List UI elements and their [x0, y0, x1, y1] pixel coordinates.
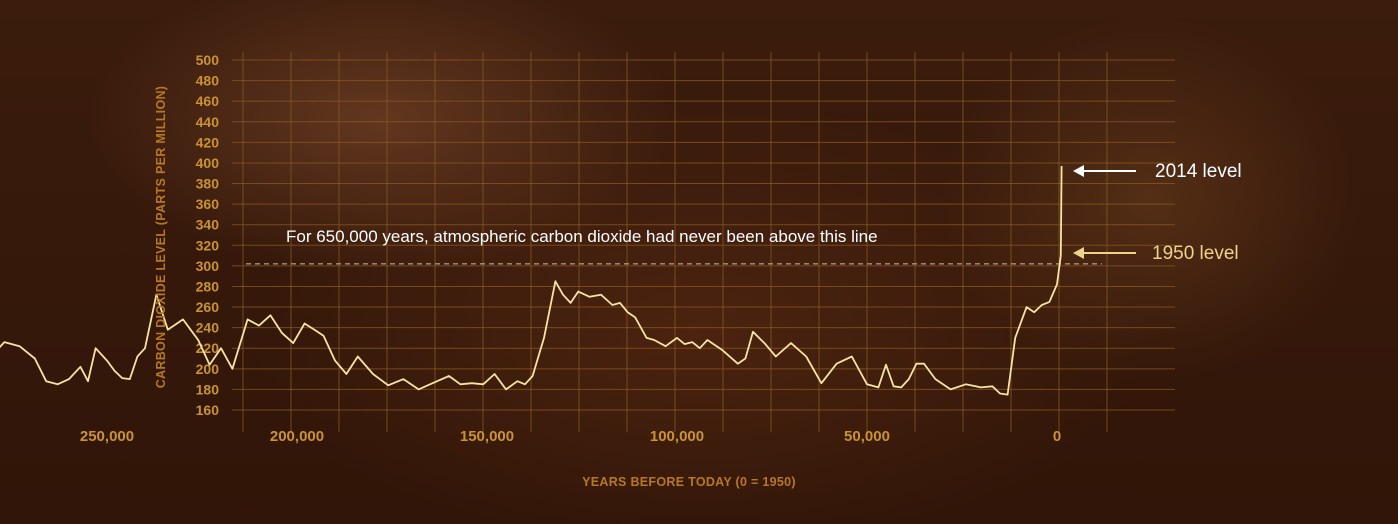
y-tick-label: 240	[196, 320, 220, 336]
y-tick-label: 220	[196, 340, 220, 356]
y-tick-label: 460	[196, 93, 220, 109]
y-tick-label: 280	[196, 278, 220, 294]
y-tick-labels: 160 180 200 220 240 260 280 300 320 340 360 380 400 4…	[196, 52, 220, 418]
x-tick-labels: 400,000350,000300,000250,000200,000150,0…	[80, 428, 1061, 445]
x-tick-label: 200,000	[270, 428, 324, 445]
y-tick-label: 440	[196, 114, 220, 130]
y-tick-label: 380	[196, 176, 220, 192]
x-axis-title: YEARS BEFORE TODAY (0 = 1950)	[582, 475, 796, 489]
y-tick-label: 340	[196, 217, 220, 233]
y-tick-label: 300	[196, 258, 220, 274]
y-tick-label: 260	[196, 299, 220, 315]
arrow-2014-head	[1073, 165, 1084, 177]
reference-line-annotation: For 650,000 years, atmospheric carbon di…	[286, 227, 878, 246]
x-tick-label: 50,000	[844, 428, 890, 445]
grid	[232, 52, 1175, 432]
y-tick-label: 320	[196, 237, 220, 253]
co2-series-line	[0, 165, 1063, 396]
y-tick-label: 360	[196, 196, 220, 212]
label-2014-level: 2014 level	[1155, 161, 1242, 182]
x-tick-label: 250,000	[80, 428, 134, 445]
y-axis-title: CARBON DIOXIDE LEVEL (PARTS PER MILLION)	[154, 86, 168, 389]
label-1950-level: 1950 level	[1152, 243, 1239, 264]
annotation-2014: 2014 level	[1073, 161, 1242, 182]
annotation-1950: 1950 level	[1073, 243, 1239, 264]
x-tick-label: 100,000	[650, 428, 704, 445]
y-tick-label: 420	[196, 134, 220, 150]
y-tick-label: 400	[196, 155, 220, 171]
y-tick-label: 160	[196, 402, 220, 418]
arrow-1950-head	[1073, 247, 1084, 259]
x-tick-label: 0	[1053, 428, 1061, 445]
y-tick-label: 500	[196, 52, 220, 68]
y-tick-label: 180	[196, 381, 220, 397]
x-tick-label: 150,000	[460, 428, 514, 445]
y-tick-label: 480	[196, 73, 220, 89]
y-tick-label: 200	[196, 361, 220, 377]
